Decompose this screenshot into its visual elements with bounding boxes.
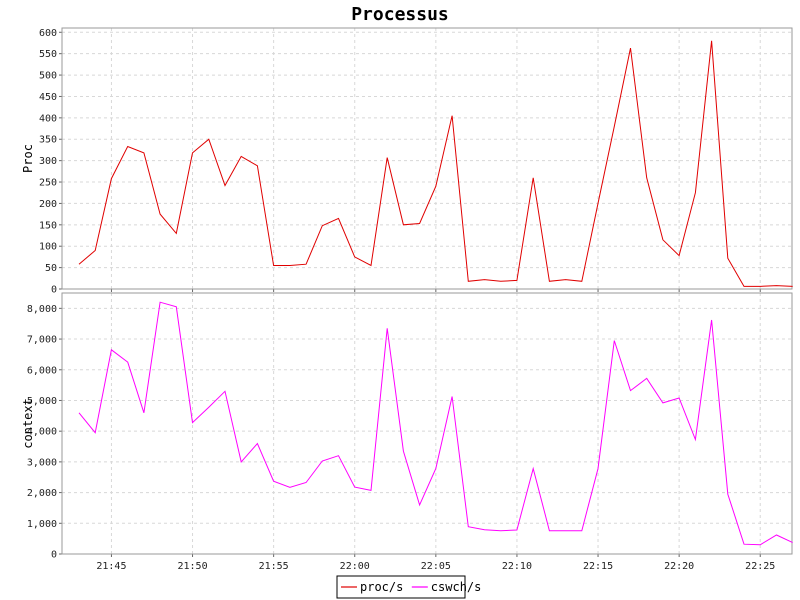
y-tick-label: 150: [39, 220, 57, 231]
series-line-cswch-s: [78, 301, 793, 546]
y-axis-label: Proc: [21, 144, 35, 173]
x-tick-label: 22:20: [664, 561, 694, 572]
x-tick-label: 22:10: [502, 561, 532, 572]
y-tick-label: 4,000: [27, 427, 57, 438]
y-tick-label: 3,000: [27, 457, 57, 468]
x-tick-label: 21:45: [96, 561, 126, 572]
y-tick-label: 200: [39, 199, 57, 210]
panel-2: 0 1,000 2,000 3,000 4,000 5,000 6,000 7,000 8,00…: [21, 292, 793, 561]
legend-label: cswch/s: [431, 580, 482, 594]
x-tick-label: 22:25: [745, 561, 775, 572]
y-tick-label: 250: [39, 178, 57, 189]
y-tick-label: 1,000: [27, 519, 57, 530]
y-axis-label: context: [21, 398, 35, 449]
x-tick-label: 21:55: [259, 561, 289, 572]
y-tick-label: 8,000: [27, 304, 57, 315]
chart-title: Processus: [351, 4, 449, 25]
y-tick-label: 0: [51, 285, 57, 296]
y-tick-label: 550: [39, 49, 57, 60]
y-tick-label: 400: [39, 113, 57, 124]
y-tick-label: 0: [51, 550, 57, 561]
x-tick-label: 21:50: [177, 561, 207, 572]
y-tick-label: 500: [39, 71, 57, 82]
x-tick-label: 22:15: [583, 561, 613, 572]
x-tick-label: 22:05: [421, 561, 451, 572]
y-tick-label: 300: [39, 156, 57, 167]
y-tick-label: 2,000: [27, 488, 57, 499]
y-tick-label: 600: [39, 28, 57, 39]
plot-frame: [61, 292, 793, 555]
y-tick-label: 100: [39, 242, 57, 253]
y-tick-label: 6,000: [27, 365, 57, 376]
x-tick-label: 22:00: [340, 561, 370, 572]
y-tick-label: 5,000: [27, 396, 57, 407]
legend-box: [336, 575, 466, 599]
panel-1: 0 50 100 150 200 250 300 350 400 450 500 550 600 Proc: [21, 27, 793, 296]
chart-panels: 0 50 100 150 200 250 300 350 400 450 500 550 600 Proc…: [21, 27, 793, 572]
y-tick-label: 450: [39, 92, 57, 103]
y-tick-label: 350: [39, 135, 57, 146]
y-tick-label: 7,000: [27, 335, 57, 346]
plot-frame: [61, 27, 793, 290]
y-tick-label: 50: [45, 263, 57, 274]
legend: proc/s cswch/s: [336, 575, 482, 599]
series-line-proc-s: [78, 40, 793, 287]
legend-label: proc/s: [360, 580, 403, 594]
